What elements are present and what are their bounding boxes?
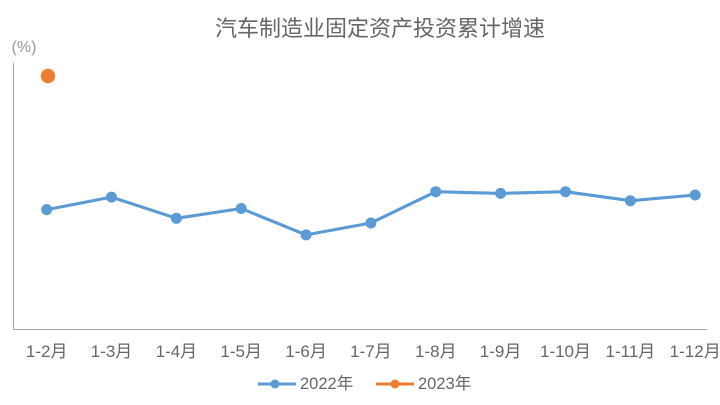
svg-text:1-8月: 1-8月 (415, 342, 457, 361)
svg-text:1-7月: 1-7月 (350, 342, 392, 361)
svg-text:2022年: 2022年 (300, 374, 353, 393)
svg-text:汽车制造业固定资产投资累计增速: 汽车制造业固定资产投资累计增速 (215, 16, 545, 41)
svg-text:1-6月: 1-6月 (285, 342, 327, 361)
svg-text:1-4月: 1-4月 (156, 342, 198, 361)
svg-text:1-11月: 1-11月 (606, 342, 656, 361)
svg-text:1-2月: 1-2月 (26, 342, 68, 361)
svg-text:1-5月: 1-5月 (220, 342, 262, 361)
svg-text:1-9月: 1-9月 (480, 342, 522, 361)
svg-text:1-12月: 1-12月 (670, 342, 720, 361)
svg-text:(%): (%) (12, 39, 37, 56)
svg-text:1-3月: 1-3月 (91, 342, 133, 361)
svg-text:1-10月: 1-10月 (540, 342, 591, 361)
svg-text:2023年: 2023年 (418, 374, 471, 393)
